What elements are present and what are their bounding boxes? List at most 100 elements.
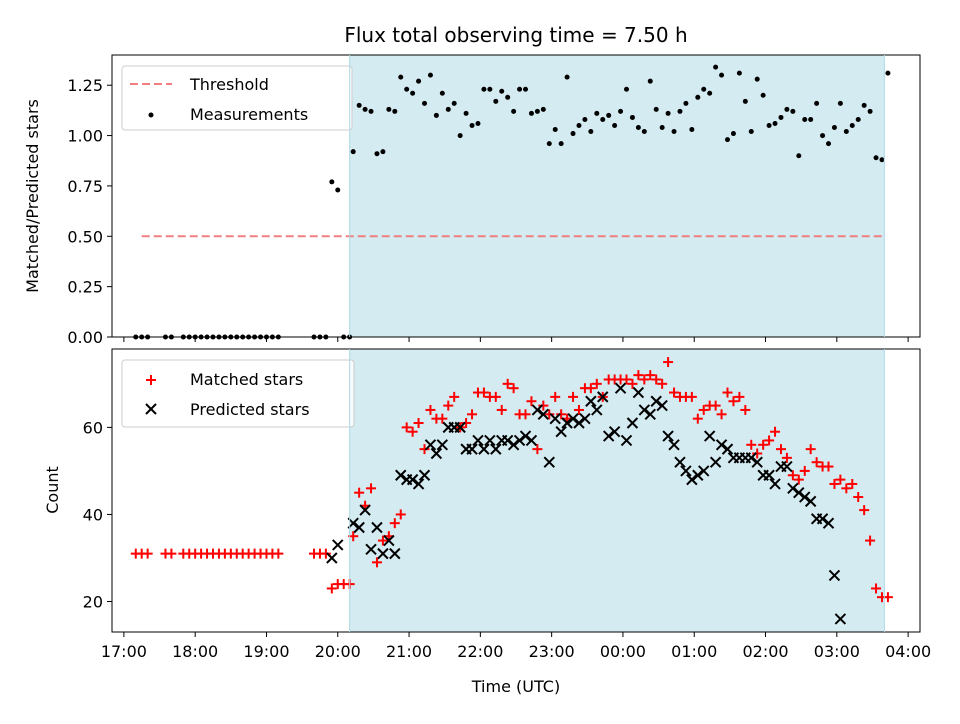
matched-star-point <box>166 548 177 559</box>
predicted-star-point <box>326 552 338 564</box>
measurement-point <box>523 86 529 92</box>
matched-star-point <box>841 483 852 494</box>
x-tick-label: 00:00 <box>600 642 646 661</box>
measurement-point <box>362 106 368 112</box>
predicted-star-point <box>721 443 734 455</box>
predicted-star-point <box>674 456 686 468</box>
predicted-star-point <box>490 443 502 455</box>
predicted-star-point <box>513 434 526 447</box>
predicted-star-point <box>620 434 633 447</box>
matched-star-point <box>461 418 472 429</box>
measurement-point <box>843 129 849 135</box>
measurement-point <box>653 106 659 112</box>
x-tick-label: 19:00 <box>243 642 289 661</box>
measurement-point <box>552 127 558 133</box>
predicted-star-point <box>602 430 615 442</box>
predicted-star-point <box>698 465 710 477</box>
measurement-point <box>796 153 802 159</box>
measurement-point <box>463 110 469 116</box>
matched-star-point <box>823 461 834 472</box>
measurement-point <box>837 100 843 106</box>
matched-star-point <box>556 409 567 420</box>
measurement-point <box>368 108 374 114</box>
measurement-point <box>410 90 416 96</box>
measurement-point <box>695 94 701 100</box>
x-tick-label: 20:00 <box>315 642 361 661</box>
top-legend-box <box>121 65 353 131</box>
bottom-legend-box <box>121 359 355 428</box>
predicted-star-point <box>472 434 484 447</box>
measurement-point <box>582 116 588 122</box>
measurement-point <box>564 74 570 80</box>
matched-star-point <box>835 474 846 485</box>
matched-star-point <box>320 548 331 559</box>
predicted-star-point <box>822 517 835 529</box>
matched-star-point <box>401 422 412 433</box>
predicted-star-point <box>567 412 579 425</box>
predicted-star-point <box>389 547 401 560</box>
matched-star-point <box>395 509 406 520</box>
matched-star-point <box>871 583 882 594</box>
measurement-point <box>671 129 677 135</box>
measurement-point <box>677 108 683 114</box>
matched-star-point <box>775 444 786 455</box>
measurement-point <box>861 102 867 108</box>
matched-star-point <box>734 391 745 402</box>
measurement-point <box>475 120 481 126</box>
matched-star-point <box>770 426 781 437</box>
predicted-star-point <box>608 426 621 438</box>
matched-star-point <box>752 448 763 459</box>
measurement-point <box>808 116 814 122</box>
measurement-point <box>606 112 612 118</box>
measurement-point <box>534 108 540 114</box>
measurement-point <box>647 78 653 84</box>
measurement-point <box>873 155 879 161</box>
measurement-point <box>481 86 487 92</box>
predicted-star-point <box>573 417 585 429</box>
matched-star-point <box>425 404 436 415</box>
legend-matched-swatch <box>146 375 156 385</box>
measurement-point <box>445 106 451 112</box>
matched-star-point <box>366 483 377 494</box>
measurement-point <box>576 123 582 128</box>
matched-star-point <box>627 378 638 389</box>
measurement-point <box>814 100 820 106</box>
predicted-star-point <box>478 443 490 455</box>
measurement-point <box>719 72 725 78</box>
measurement-point <box>885 70 891 76</box>
predicted-star-point <box>454 421 466 434</box>
measurement-point <box>659 125 665 131</box>
predicted-star-point <box>359 504 371 516</box>
measurement-point <box>879 157 885 163</box>
legend-predicted-label: Predicted stars <box>190 400 310 419</box>
measurement-point <box>831 125 837 131</box>
measurement-point <box>439 90 445 96</box>
predicted-star-point <box>466 443 478 455</box>
predicted-star-point <box>703 430 716 442</box>
predicted-star-point <box>549 412 561 425</box>
predicted-star-point <box>834 613 847 625</box>
matched-star-point <box>853 492 864 503</box>
measurement-point <box>849 123 855 128</box>
predicted-star-point <box>650 395 662 407</box>
matched-star-point <box>490 391 501 402</box>
measurement-point <box>546 141 552 147</box>
matched-star-point <box>508 383 519 394</box>
measurement-point <box>570 131 576 137</box>
top-panel: 0.00 0.25 0.50 0.75 1.00 1.25 Flux total obse… <box>23 23 921 347</box>
measurement-point <box>356 102 362 108</box>
top-plot-frame <box>111 54 921 338</box>
matched-star-point <box>354 487 365 498</box>
matched-star-point <box>716 409 727 420</box>
measurement-point <box>707 90 713 96</box>
predicted-star-point <box>816 513 829 525</box>
measurement-point <box>558 141 564 147</box>
matched-star-point <box>639 374 650 385</box>
predicted-star-point <box>793 486 805 499</box>
matched-star-point <box>496 404 507 415</box>
measurement-point <box>629 114 635 120</box>
matched-star-point <box>793 474 804 485</box>
bottom-y-tick-label: 60 <box>83 418 103 437</box>
measurement-point <box>748 129 754 135</box>
predicted-star-point <box>383 534 395 547</box>
